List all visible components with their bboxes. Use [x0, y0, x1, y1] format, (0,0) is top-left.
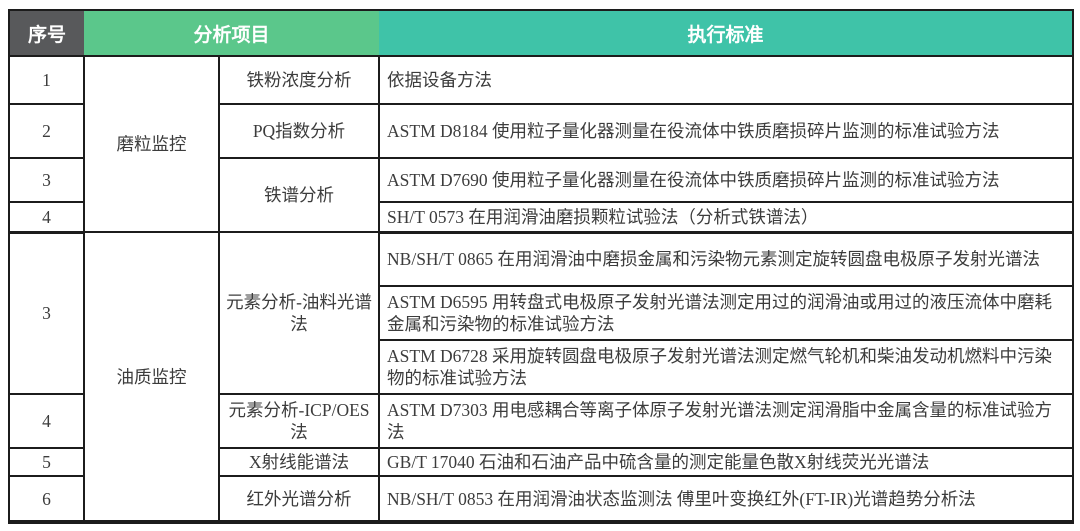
header-serial-no: 序号 [9, 9, 84, 57]
cell-serial-no: 2 [8, 103, 85, 159]
cell-analysis-item: 红外光谱分析 [217, 475, 381, 524]
table-row: 5 X射线能谱法 GB/T 17040 石油和石油产品中硫含量的测定能量色散X射… [8, 446, 1075, 478]
cell-standard: ASTM D6728 采用旋转圆盘电极原子发射光谱法测定燃气轮机和柴油发动机燃料… [378, 339, 1075, 395]
cell-category: 磨粒监控 [83, 55, 220, 233]
cell-standard: NB/SH/T 0865 在用润滑油中磨损金属和污染物元素测定旋转圆盘电极原子发… [378, 231, 1075, 287]
table-row: ASTM D6595 用转盘式电极原子发射光谱法测定用过的润滑油或用过的液压流体… [9, 285, 1075, 341]
cell-analysis-item: 铁粉浓度分析 [217, 55, 381, 105]
cell-analysis-item: 铁谱分析 [217, 157, 381, 233]
cell-serial-no: 6 [8, 475, 85, 524]
cell-serial-no: 3 [8, 157, 85, 203]
table-row: 3 油质监控 元素分析-油料光谱法 NB/SH/T 0865 在用润滑油中磨损金… [8, 230, 1075, 524]
standards-table: 序号 分析项目 执行标准 1 磨粒监控 铁粉浓度分析 依据设备方法 2 PQ指数… [8, 9, 1075, 525]
cell-serial-no: 5 [8, 446, 85, 478]
cell-standard: SH/T 0573 在用润滑油磨损颗粒试验法（分析式铁谱法） [378, 201, 1075, 234]
cell-analysis-item: 元素分析-油料光谱法 [217, 231, 381, 395]
cell-serial-no: 4 [8, 201, 85, 234]
cell-serial-no: 1 [8, 55, 85, 105]
header-row: 序号 分析项目 执行标准 [9, 9, 1074, 57]
table-row: 3 铁谱分析 ASTM D7690 使用粒子量化器测量在役流体中铁质磨损碎片监测… [8, 157, 1075, 233]
cell-standard: NB/SH/T 0853 在用润滑油状态监测法 傅里叶变换红外(FT-IR)光谱… [378, 475, 1075, 524]
table-row: 4 SH/T 0573 在用润滑油磨损颗粒试验法（分析式铁谱法） [8, 201, 1075, 234]
table-row: 4 元素分析-ICP/OES 法 ASTM D7303 用电感耦合等离子体原子发… [8, 393, 1075, 449]
cell-category: 油质监控 [83, 230, 220, 524]
table-row: 6 红外光谱分析 NB/SH/T 0853 在用润滑油状态监测法 傅里叶变换红外… [8, 475, 1075, 524]
table-row: 1 磨粒监控 铁粉浓度分析 依据设备方法 [8, 55, 1075, 233]
cell-standard: ASTM D7303 用电感耦合等离子体原子发射光谱法测定润滑脂中金属含量的标准… [378, 393, 1075, 449]
cell-serial-no: 3 [8, 231, 85, 395]
cell-standard: GB/T 17040 石油和石油产品中硫含量的测定能量色散X射线荧光光谱法 [378, 446, 1075, 478]
header-analysis-item: 分析项目 [84, 9, 380, 57]
cell-standard: 依据设备方法 [378, 55, 1075, 105]
cell-analysis-item: X射线能谱法 [217, 446, 381, 478]
cell-standard: ASTM D8184 使用粒子量化器测量在役流体中铁质磨损碎片监测的标准试验方法 [378, 103, 1075, 159]
table-row: 2 PQ指数分析 ASTM D8184 使用粒子量化器测量在役流体中铁质磨损碎片… [8, 103, 1075, 159]
table-row: ASTM D6728 采用旋转圆盘电极原子发射光谱法测定燃气轮机和柴油发动机燃料… [9, 339, 1075, 395]
cell-analysis-item: PQ指数分析 [217, 103, 381, 159]
cell-standard: ASTM D7690 使用粒子量化器测量在役流体中铁质磨损碎片监测的标准试验方法 [378, 157, 1075, 203]
cell-serial-no: 4 [8, 393, 85, 449]
cell-standard: ASTM D6595 用转盘式电极原子发射光谱法测定用过的润滑油或用过的液压流体… [378, 285, 1075, 341]
cell-analysis-item: 元素分析-ICP/OES 法 [217, 393, 381, 449]
header-execution-standard: 执行标准 [379, 9, 1074, 57]
